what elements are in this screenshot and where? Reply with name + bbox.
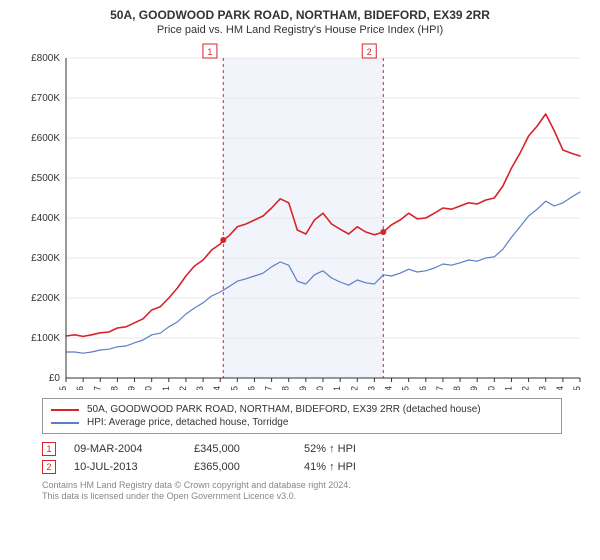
svg-text:2013: 2013 bbox=[366, 386, 376, 390]
svg-text:1999: 1999 bbox=[127, 386, 137, 390]
legend-label-property: 50A, GOODWOOD PARK ROAD, NORTHAM, BIDEFO… bbox=[87, 404, 481, 415]
svg-text:1: 1 bbox=[207, 47, 212, 57]
svg-text:£400K: £400K bbox=[31, 213, 60, 224]
svg-text:2017: 2017 bbox=[435, 386, 445, 390]
svg-text:2022: 2022 bbox=[521, 386, 531, 390]
marker-price-1: £345,000 bbox=[194, 443, 304, 455]
svg-text:2018: 2018 bbox=[452, 386, 462, 390]
svg-text:2012: 2012 bbox=[349, 386, 359, 390]
page-root: 50A, GOODWOOD PARK ROAD, NORTHAM, BIDEFO… bbox=[0, 0, 600, 560]
svg-text:2: 2 bbox=[367, 47, 372, 57]
svg-text:2007: 2007 bbox=[264, 386, 274, 390]
marker-badge-1: 1 bbox=[42, 442, 56, 456]
titles-block: 50A, GOODWOOD PARK ROAD, NORTHAM, BIDEFO… bbox=[10, 6, 590, 40]
svg-text:£200K: £200K bbox=[31, 293, 60, 304]
svg-text:2008: 2008 bbox=[281, 386, 291, 390]
svg-text:2002: 2002 bbox=[178, 386, 188, 390]
footer-line-1: Contains HM Land Registry data © Crown c… bbox=[42, 480, 590, 491]
marker-diff-2: 41% ↑ HPI bbox=[304, 461, 356, 473]
legend-swatch-property bbox=[51, 409, 79, 411]
svg-text:£600K: £600K bbox=[31, 133, 60, 144]
chart-title: 50A, GOODWOOD PARK ROAD, NORTHAM, BIDEFO… bbox=[10, 6, 590, 22]
marker-date-2: 10-JUL-2013 bbox=[74, 461, 194, 473]
svg-text:2009: 2009 bbox=[298, 386, 308, 390]
svg-text:2005: 2005 bbox=[229, 386, 239, 390]
svg-text:1995: 1995 bbox=[58, 386, 68, 390]
legend-row-hpi: HPI: Average price, detached house, Torr… bbox=[51, 416, 553, 429]
svg-text:2023: 2023 bbox=[538, 386, 548, 390]
marker-date-1: 09-MAR-2004 bbox=[74, 443, 194, 455]
chart-svg: £0 £100K £200K £300K £400K £500K £600K £700K £80… bbox=[10, 40, 590, 390]
svg-text:2011: 2011 bbox=[332, 386, 342, 390]
svg-text:2021: 2021 bbox=[503, 386, 513, 390]
legend-row-property: 50A, GOODWOOD PARK ROAD, NORTHAM, BIDEFO… bbox=[51, 403, 553, 416]
svg-text:1997: 1997 bbox=[92, 386, 102, 390]
chart-area: £0 £100K £200K £300K £400K £500K £600K £700K £80… bbox=[10, 40, 590, 390]
footer-line-2: This data is licensed under the Open Gov… bbox=[42, 491, 590, 502]
legend-box: 50A, GOODWOOD PARK ROAD, NORTHAM, BIDEFO… bbox=[42, 398, 562, 434]
svg-text:2019: 2019 bbox=[469, 386, 479, 390]
svg-text:£500K: £500K bbox=[31, 173, 60, 184]
svg-text:2001: 2001 bbox=[161, 386, 171, 390]
svg-text:2003: 2003 bbox=[195, 386, 205, 390]
legend-swatch-hpi bbox=[51, 422, 79, 424]
svg-text:2025: 2025 bbox=[572, 386, 582, 390]
svg-text:1998: 1998 bbox=[109, 386, 119, 390]
svg-text:2020: 2020 bbox=[486, 386, 496, 390]
svg-text:£0: £0 bbox=[49, 373, 61, 384]
footer-attribution: Contains HM Land Registry data © Crown c… bbox=[42, 480, 590, 503]
svg-text:£100K: £100K bbox=[31, 333, 60, 344]
svg-text:1996: 1996 bbox=[75, 386, 85, 390]
svg-text:2015: 2015 bbox=[401, 386, 411, 390]
marker-diff-1: 52% ↑ HPI bbox=[304, 443, 356, 455]
marker-row-2: 2 10-JUL-2013 £365,000 41% ↑ HPI bbox=[42, 458, 590, 476]
marker-table: 1 09-MAR-2004 £345,000 52% ↑ HPI 2 10-JU… bbox=[42, 440, 590, 476]
marker-row-1: 1 09-MAR-2004 £345,000 52% ↑ HPI bbox=[42, 440, 590, 458]
svg-text:2000: 2000 bbox=[144, 386, 154, 390]
svg-text:£300K: £300K bbox=[31, 253, 60, 264]
svg-text:£700K: £700K bbox=[31, 93, 60, 104]
svg-text:2004: 2004 bbox=[212, 386, 222, 390]
marker-badge-2: 2 bbox=[42, 460, 56, 474]
svg-text:2006: 2006 bbox=[246, 386, 256, 390]
svg-text:£800K: £800K bbox=[31, 53, 60, 64]
marker-price-2: £365,000 bbox=[194, 461, 304, 473]
chart-subtitle: Price paid vs. HM Land Registry's House … bbox=[10, 22, 590, 40]
legend-label-hpi: HPI: Average price, detached house, Torr… bbox=[87, 417, 288, 428]
svg-text:2014: 2014 bbox=[384, 386, 394, 390]
svg-text:2010: 2010 bbox=[315, 386, 325, 390]
svg-text:2024: 2024 bbox=[555, 386, 565, 390]
svg-text:2016: 2016 bbox=[418, 386, 428, 390]
